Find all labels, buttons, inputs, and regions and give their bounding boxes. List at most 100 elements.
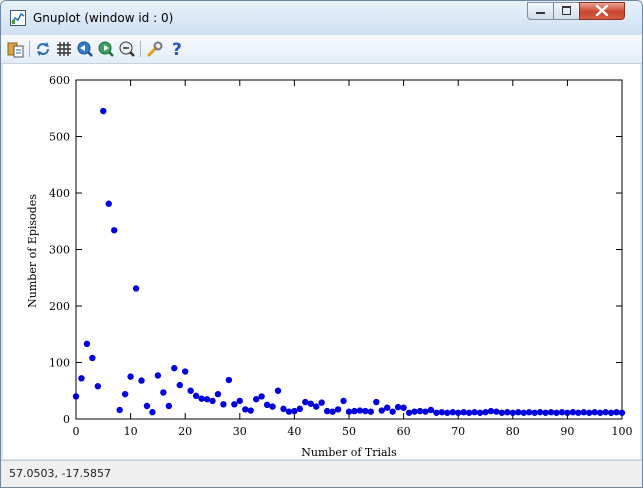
data-point [247,407,254,414]
cursor-coordinates: 57.0503, -17.5857 [9,467,111,480]
data-point [351,407,358,415]
x-tick-label: 40 [287,425,301,438]
data-point [362,407,369,415]
plot-area[interactable]: 0 10 20 30 40 50 60 70 80 90 100 0 100 200 300 400 500 6… [3,64,640,459]
data-point [356,407,364,414]
help-glyph: ? [172,40,182,58]
minimize-button[interactable] [527,2,554,20]
y-tick-label: 600 [49,74,70,87]
toolbar: ? [1,35,642,64]
toolbar-separator [29,41,30,57]
data-point [318,399,325,406]
data-point [83,340,91,348]
data-point [307,400,314,407]
data-point [143,402,151,410]
plot-border [75,79,623,420]
x-axis-label: Number of Trials [301,446,397,459]
data-point [400,404,407,411]
data-point [149,409,156,416]
close-button[interactable] [579,2,625,20]
data-point [531,409,538,416]
x-tick-label: 50 [342,425,356,438]
data-point [176,381,183,389]
data-point [154,372,162,379]
data-point [121,390,129,398]
replot-icon[interactable] [34,40,52,58]
data-point [100,107,107,115]
data-point [220,401,227,408]
data-points [72,107,626,416]
data-point [105,200,112,207]
data-point [165,402,173,410]
data-point [438,409,446,416]
data-point [340,397,347,405]
data-point [596,409,604,416]
title-bar[interactable]: Gnuplot (window id : 0) [1,1,642,35]
data-point [242,406,249,413]
help-icon[interactable]: ? [168,40,186,58]
zoom-next-icon[interactable] [97,40,115,58]
data-point [367,408,375,415]
data-point [384,404,391,411]
data-point [269,403,276,410]
data-point [334,406,342,413]
maximize-button[interactable] [553,2,580,20]
data-point [127,373,134,380]
data-point [618,409,626,416]
data-point [236,397,243,405]
data-point [449,409,456,416]
scatter-chart: 0 10 20 30 40 50 60 70 80 90 100 0 100 200 300 400 500 6… [26,74,633,459]
data-point [225,376,233,384]
data-point [296,405,304,413]
data-point [138,377,145,384]
data-point [263,401,271,409]
data-point [171,364,178,372]
data-point [313,403,320,410]
data-point [487,407,495,415]
unzoom-icon[interactable] [118,40,136,58]
y-axis: 0 100 200 300 400 500 600 [49,74,622,426]
options-icon[interactable] [146,40,164,58]
data-point [231,401,238,408]
data-point [422,408,429,415]
data-point [252,396,260,403]
data-point [378,407,385,414]
data-point [132,285,140,292]
data-point [94,383,102,390]
x-tick-label: 20 [178,425,192,438]
data-point [580,409,587,416]
x-axis: 0 10 20 30 40 50 60 70 80 90 100 [73,80,633,438]
copy-to-clipboard-icon[interactable] [7,40,25,58]
zoom-previous-icon[interactable] [76,40,94,58]
maximize-icon [562,6,571,15]
data-point [525,409,533,416]
data-point [198,395,205,402]
data-point [591,409,598,416]
data-point [329,408,336,415]
data-point [111,227,118,234]
x-tick-label: 60 [397,425,411,438]
data-point [444,409,451,416]
data-point [182,368,189,375]
data-point [416,407,424,415]
data-point [520,409,527,416]
x-tick-label: 70 [451,425,465,438]
data-point [493,408,500,415]
grid-icon[interactable] [55,40,73,58]
y-tick-label: 200 [49,300,70,313]
gnuplot-app-icon [10,10,26,26]
y-tick-label: 400 [49,187,70,200]
data-point [78,375,85,382]
data-point [536,409,544,416]
data-point [389,408,396,415]
data-point [116,406,123,414]
window-title: Gnuplot (window id : 0) [33,11,174,25]
data-point [89,354,96,362]
data-point [302,398,309,406]
data-point [460,409,467,416]
data-point [482,409,489,416]
data-point [72,393,80,400]
x-tick-label: 90 [560,425,574,438]
x-tick-label: 100 [612,425,633,438]
